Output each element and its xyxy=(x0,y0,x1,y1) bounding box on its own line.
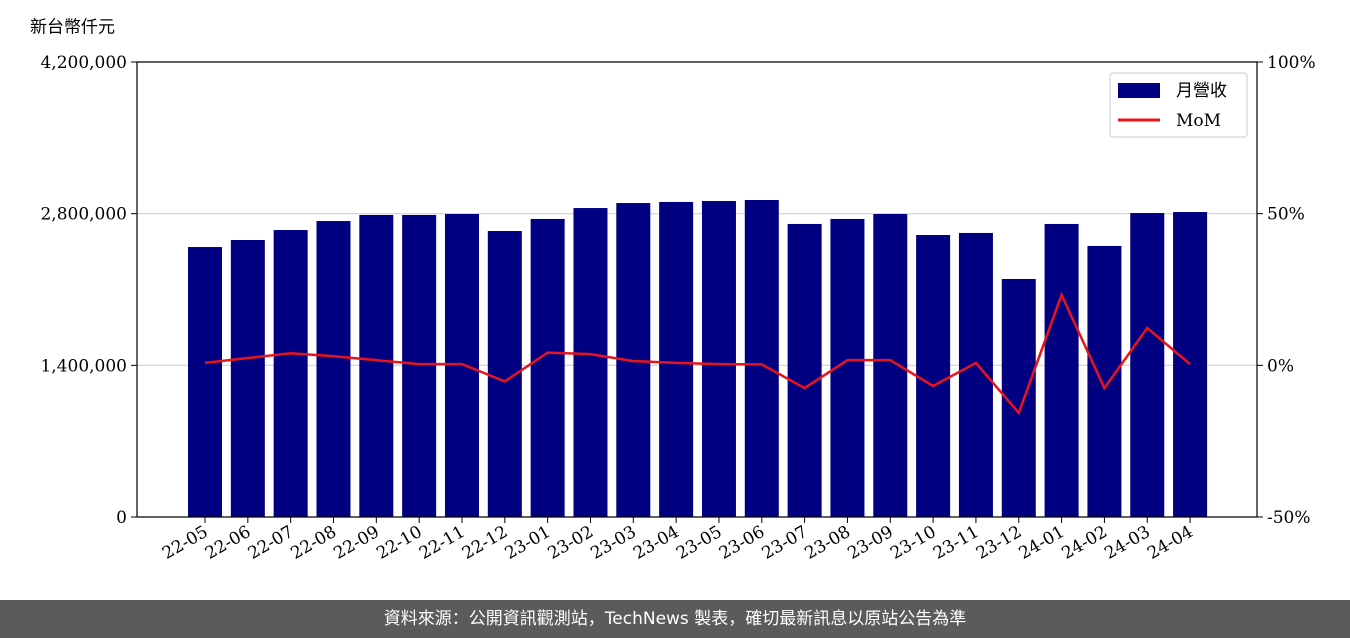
x-tick-label: 23-05 xyxy=(673,522,725,564)
bar xyxy=(659,201,694,517)
bar xyxy=(873,213,908,517)
bar xyxy=(444,213,479,517)
x-tick-label: 22-10 xyxy=(373,522,425,564)
bar xyxy=(188,247,222,518)
y2-tick-label: 0% xyxy=(1267,356,1294,376)
bar xyxy=(273,230,308,517)
y-tick-label: 2,800,000 xyxy=(40,205,127,225)
x-tick-label: 23-06 xyxy=(716,522,768,564)
bar xyxy=(787,223,822,518)
y2-tick-label: 50% xyxy=(1267,205,1305,225)
x-tick-label: 23-08 xyxy=(802,522,854,564)
x-tick-label: 22-12 xyxy=(459,522,511,564)
bar xyxy=(573,208,608,518)
x-tick-label: 23-07 xyxy=(759,522,811,564)
y2-tick-label: 100% xyxy=(1267,53,1316,73)
source-footer: 資料來源：公開資訊觀測站，TechNews 製表，確切最新訊息以原站公告為準 xyxy=(0,600,1350,638)
legend-swatch xyxy=(1118,83,1160,98)
x-tick-label: 23-09 xyxy=(844,522,896,564)
bar xyxy=(402,214,437,517)
line xyxy=(204,291,1191,416)
y-tick-label: 1,400,000 xyxy=(40,356,127,376)
bar xyxy=(1130,213,1165,517)
bar xyxy=(1173,212,1208,517)
bar xyxy=(359,214,394,517)
x-tick-label: 24-02 xyxy=(1058,522,1110,564)
y2-tick-label: -50% xyxy=(1267,508,1311,528)
x-tick-label: 24-01 xyxy=(1016,522,1068,564)
y-axis-label: 新台幣仟元 xyxy=(30,18,115,38)
bar xyxy=(230,239,265,517)
chart: 新台幣仟元 0 1,400,000 2,800,000 4,200,000 -50% 0%… xyxy=(30,18,1316,564)
bar xyxy=(916,235,951,517)
x-tick-label: 23-11 xyxy=(930,522,982,564)
x-tick-label: 23-03 xyxy=(587,522,639,564)
x-tick-label: 22-07 xyxy=(245,522,297,564)
x-tick-label: 22-08 xyxy=(288,522,340,564)
x-tick-label: 24-04 xyxy=(1144,522,1196,564)
y-tick-label: 0 xyxy=(116,508,127,528)
bar xyxy=(1087,245,1122,517)
bar xyxy=(316,221,351,518)
x-tick-label: 23-01 xyxy=(502,522,554,564)
x-tick-label: 23-04 xyxy=(630,522,682,564)
x-tick-label: 22-09 xyxy=(330,522,382,564)
x-tick-label: 24-03 xyxy=(1101,522,1153,564)
x-tick-label: 23-12 xyxy=(973,522,1025,564)
x-tick-label: 23-02 xyxy=(545,522,597,564)
bar xyxy=(1044,223,1079,518)
x-tick-label: 22-05 xyxy=(159,522,211,564)
bar xyxy=(701,200,736,517)
y-tick-label: 4,200,000 xyxy=(40,53,127,73)
bar xyxy=(530,218,565,517)
legend-label: MoM xyxy=(1176,111,1221,131)
plot-frame xyxy=(136,61,1258,518)
bar xyxy=(744,200,779,517)
x-tick-label: 22-06 xyxy=(202,522,254,564)
legend-label: 月營收 xyxy=(1176,81,1227,101)
x-tick-label: 23-10 xyxy=(887,522,939,564)
x-tick-label: 22-11 xyxy=(416,522,468,564)
